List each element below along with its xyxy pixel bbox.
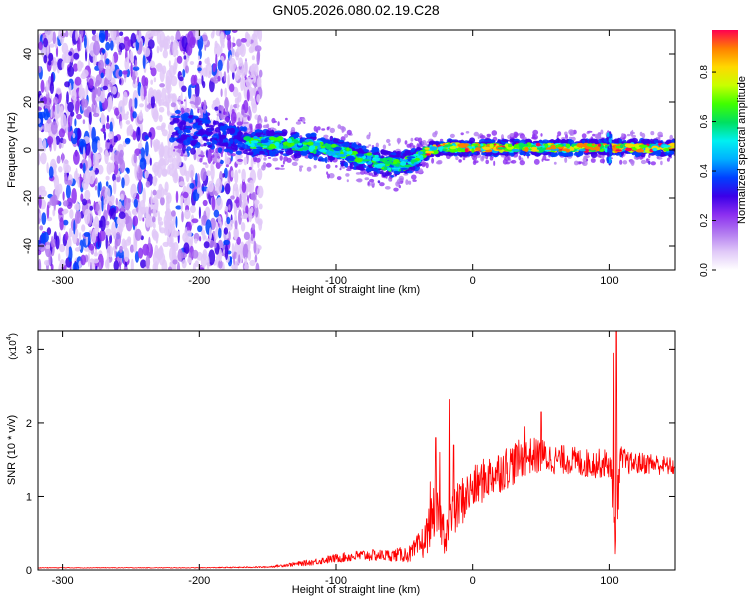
spectrogram-y-tick-label: 0 xyxy=(22,147,34,153)
snr-y-tick-label: 3 xyxy=(26,344,32,356)
colorbar-tick-label: 0.6 xyxy=(699,114,710,128)
snr-frame xyxy=(37,330,676,571)
colorbar-label: Normalized spectral amplitude xyxy=(736,76,748,224)
spectrogram-heatmap xyxy=(38,30,675,270)
spectrogram-y-tick-label: -20 xyxy=(22,190,34,206)
spectrogram-y-tick-label: 40 xyxy=(22,48,34,60)
snr-x-label: Height of straight line (km) xyxy=(292,584,420,596)
snr-series-line xyxy=(38,331,675,569)
snr-y-label: SNR (10 * v/v) xyxy=(6,415,18,485)
snr-panel: -300 -200 -100 0 100 0 1 2 3 Height of straight… xyxy=(6,330,676,596)
colorbar-tick-label: 0.0 xyxy=(699,263,710,277)
snr-x-tick-label: 0 xyxy=(470,575,476,587)
snr-x-ticks: -300 -200 -100 0 100 xyxy=(52,331,619,587)
snr-y-tick-label: 2 xyxy=(26,418,32,430)
snr-x-tick-label: 100 xyxy=(600,575,618,587)
colorbar-gradient xyxy=(712,30,738,270)
colorbar-tick-label: 0.2 xyxy=(699,213,710,227)
snr-y-scale-base: (x10 xyxy=(8,340,19,360)
snr-y-tick-label: 0 xyxy=(26,565,32,577)
svg-text:(x104): (x104) xyxy=(6,333,19,360)
snr-x-tick-label: -100 xyxy=(325,575,347,587)
colorbar: 0.0 0.2 0.4 0.6 0.8 Normalized spectral ampl… xyxy=(699,30,748,277)
spectrogram-y-ticks: -40 -20 0 20 40 xyxy=(22,48,675,254)
chart-title: GN05.2026.080.02.19.C28 xyxy=(272,2,440,18)
spectrogram-x-tick-label: 100 xyxy=(600,275,618,287)
snr-x-tick-label: -200 xyxy=(188,575,210,587)
spectrogram-x-label: Height of straight line (km) xyxy=(292,284,420,296)
spectrogram-y-tick-label: -40 xyxy=(22,238,34,254)
spectrogram-y-label: Frequency (Hz) xyxy=(6,112,18,188)
snr-y-tick-label: 1 xyxy=(26,491,32,503)
spectrogram-y-tick-label: 20 xyxy=(22,96,34,108)
snr-background xyxy=(38,331,675,570)
spectrogram-x-tick-label: -300 xyxy=(52,275,74,287)
spectrogram-x-tick-label: -200 xyxy=(188,275,210,287)
colorbar-tick-label: 0.8 xyxy=(699,65,710,79)
snr-y-scale: (x104) xyxy=(6,333,19,360)
snr-y-ticks: 0 1 2 3 xyxy=(26,344,675,577)
colorbar-tick-label: 0.4 xyxy=(699,164,710,178)
snr-y-scale-exponent: 4 xyxy=(6,336,13,340)
spectrogram-x-ticks: -300 -200 -100 0 100 xyxy=(52,30,619,287)
colorbar-ticks: 0.0 0.2 0.4 0.6 0.8 xyxy=(699,65,716,277)
snr-x-tick-label: -300 xyxy=(52,575,74,587)
spectrogram-x-tick-label: 0 xyxy=(470,275,476,287)
spectrogram-x-tick-label: -100 xyxy=(325,275,347,287)
